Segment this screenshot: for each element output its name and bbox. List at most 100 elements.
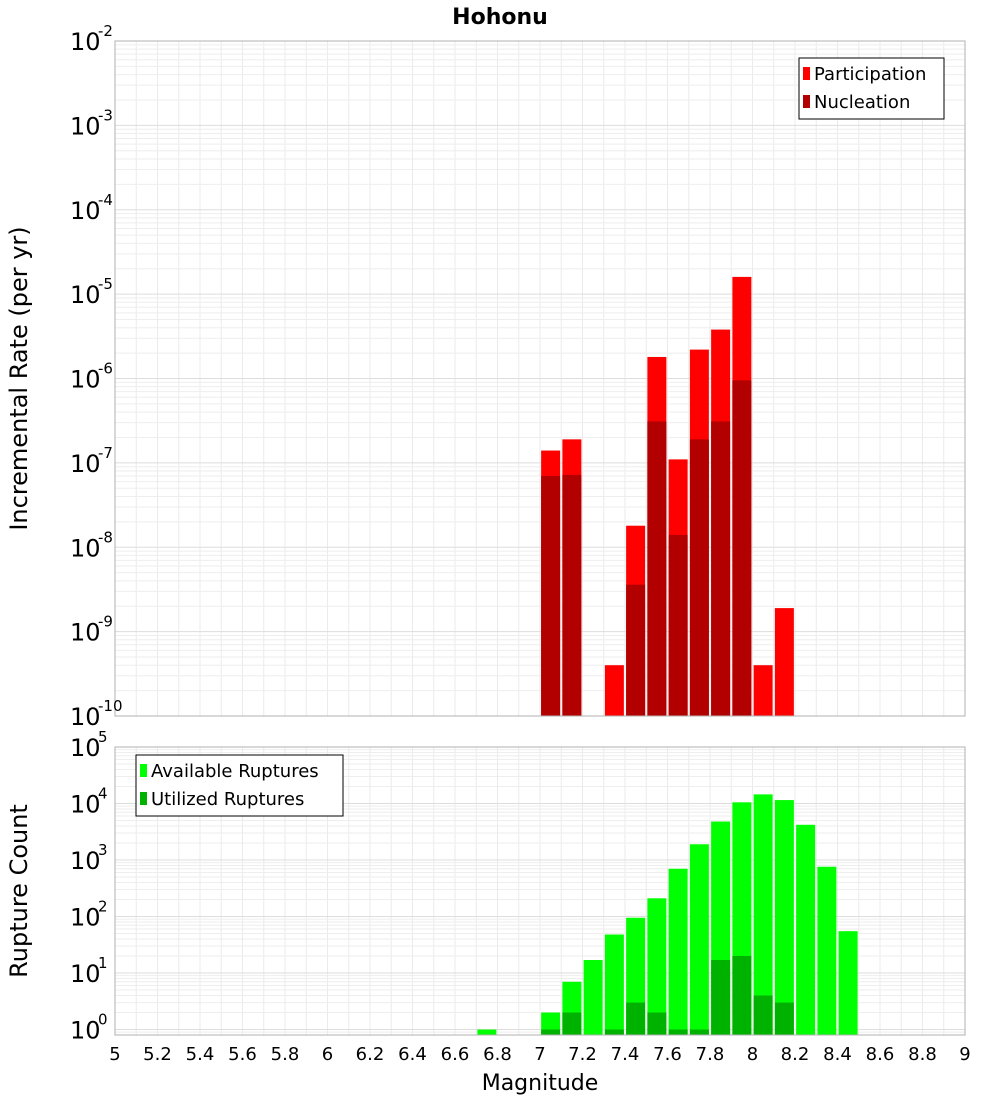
x-tick-label: 6 (322, 1044, 333, 1065)
legend-swatch (140, 764, 147, 777)
y-tick-label: 10 (70, 197, 101, 225)
bar (477, 1029, 497, 1035)
bar (668, 1029, 688, 1035)
x-tick-label: 5.6 (228, 1044, 257, 1065)
bar (689, 1029, 709, 1035)
x-tick-label: 5 (109, 1044, 120, 1065)
y-tick-label: 10 (70, 112, 101, 140)
x-tick-label: 5.2 (143, 1044, 172, 1065)
bar (711, 959, 731, 1035)
bar (838, 931, 858, 1035)
x-tick-label: 7.4 (611, 1044, 640, 1065)
y-axis-label: Incremental Rate (per yr) (5, 226, 33, 530)
y-tick-label: 10 (70, 619, 101, 647)
x-tick-label: 8.4 (823, 1044, 852, 1065)
series-utilized-ruptures (541, 956, 794, 1035)
y-tick-exponent: -5 (98, 275, 113, 293)
y-tick-exponent: -2 (98, 22, 113, 40)
x-tick-label: 6.2 (356, 1044, 385, 1065)
legend-label: Utilized Ruptures (151, 789, 304, 810)
y-tick-label: 10 (70, 734, 101, 762)
y-tick-exponent: -3 (98, 106, 113, 124)
legend-swatch (140, 792, 147, 805)
bar (668, 868, 688, 1035)
y-tick-exponent: 1 (98, 954, 108, 972)
bar (647, 1012, 667, 1035)
y-tick-exponent: -4 (98, 191, 113, 209)
bar (647, 898, 667, 1035)
chart-panel-1: 10-1010-910-810-710-610-510-410-310-2Inc… (5, 5, 966, 731)
x-tick-label: 7.2 (568, 1044, 597, 1065)
y-tick-exponent: 3 (98, 841, 108, 859)
bar (753, 794, 773, 1035)
bar (689, 439, 709, 716)
bar (774, 800, 794, 1035)
bar (817, 866, 837, 1035)
plot-frame (114, 40, 966, 717)
bar (541, 1012, 561, 1035)
y-tick-exponent: 4 (98, 785, 108, 803)
bar (732, 956, 752, 1035)
y-tick-label: 10 (70, 450, 101, 478)
bar (541, 475, 561, 716)
plot-frame (114, 746, 966, 1036)
y-tick-label: 10 (70, 791, 101, 819)
bar (604, 1029, 624, 1035)
bar (604, 934, 624, 1035)
y-tick-label: 10 (70, 366, 101, 394)
bar (753, 995, 773, 1035)
bar (626, 584, 646, 716)
x-tick-label: 6.4 (398, 1044, 427, 1065)
x-tick-label: 9 (959, 1044, 970, 1065)
legend-label: Participation (814, 64, 926, 85)
bar (774, 608, 794, 716)
y-tick-label: 10 (70, 1017, 101, 1045)
legend-label: Available Ruptures (151, 761, 319, 782)
legend: Available Ruptures Utilized Ruptures (135, 754, 344, 817)
y-tick-label: 10 (70, 703, 101, 731)
y-tick-label: 10 (70, 28, 101, 56)
legend: Participation Nucleation (798, 57, 945, 120)
legend-label: Nucleation (814, 92, 910, 113)
bar (753, 665, 773, 716)
x-tick-label: 5.4 (186, 1044, 215, 1065)
x-tick-label: 6.6 (441, 1044, 470, 1065)
x-axis-label: Magnitude (482, 1071, 599, 1096)
legend-box (135, 754, 344, 817)
y-tick-label: 10 (70, 960, 101, 988)
x-tick-label: 6.8 (483, 1044, 512, 1065)
x-tick-label: 7.8 (696, 1044, 725, 1065)
bar (562, 1012, 582, 1035)
bar (689, 844, 709, 1035)
y-tick-label: 10 (70, 904, 101, 932)
y-tick-exponent: 0 (98, 1011, 108, 1029)
x-tick-label: 7.6 (653, 1044, 682, 1065)
bar (647, 421, 667, 716)
x-tick-label: 8.8 (908, 1044, 937, 1065)
bar (626, 1002, 646, 1035)
bar (583, 959, 603, 1035)
y-tick-exponent: -8 (98, 528, 113, 546)
grid (114, 41, 966, 717)
series-available-ruptures (477, 794, 858, 1035)
x-tick-label: 8 (747, 1044, 758, 1065)
y-tick-exponent: 2 (98, 898, 108, 916)
bar (774, 1002, 794, 1035)
bar (668, 534, 688, 716)
y-tick-exponent: 5 (98, 728, 108, 746)
bar (604, 665, 624, 716)
x-tick-label: 8.2 (781, 1044, 810, 1065)
x-tick-label: 7 (534, 1044, 545, 1065)
legend-box (798, 57, 945, 120)
bar (562, 474, 582, 716)
y-tick-label: 10 (70, 847, 101, 875)
y-axis-label: Rupture Count (5, 804, 33, 978)
y-tick-label: 10 (70, 281, 101, 309)
y-tick-exponent: -9 (98, 613, 113, 631)
y-tick-exponent: -10 (98, 697, 123, 715)
bar (711, 421, 731, 716)
